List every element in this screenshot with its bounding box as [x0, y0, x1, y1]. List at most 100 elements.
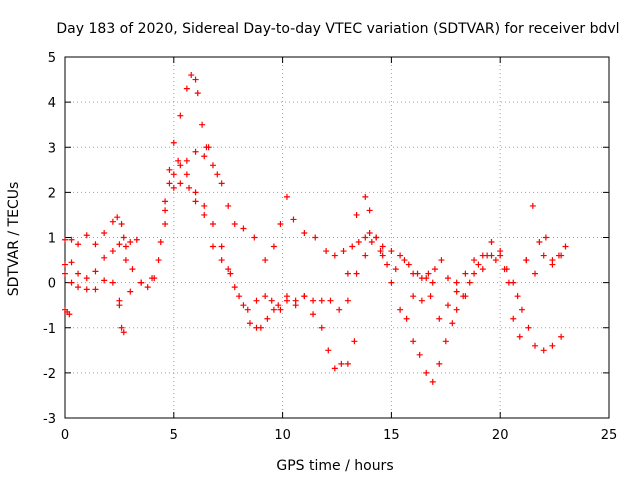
data-point: [186, 184, 193, 191]
data-point: [192, 189, 199, 196]
data-point: [532, 342, 539, 349]
y-tick-label: 4: [48, 96, 56, 111]
series-trace-D: [62, 270, 127, 336]
data-point: [366, 229, 373, 236]
x-tick-label: 10: [274, 428, 291, 443]
data-point: [453, 288, 460, 295]
data-point: [460, 293, 467, 300]
data-point: [344, 270, 351, 277]
data-point: [277, 220, 284, 227]
data-point: [109, 248, 116, 255]
data-point: [183, 85, 190, 92]
data-point: [75, 284, 82, 291]
data-point: [270, 243, 277, 250]
data-point: [336, 306, 343, 313]
data-point: [525, 324, 532, 331]
data-point: [92, 268, 99, 275]
data-point: [218, 180, 225, 187]
data-point: [475, 261, 482, 268]
data-point: [301, 229, 308, 236]
data-point: [540, 347, 547, 354]
data-point: [351, 338, 358, 345]
x-axis-label: GPS time / hours: [276, 458, 393, 474]
data-point: [384, 261, 391, 268]
data-point: [218, 257, 225, 264]
data-point: [114, 214, 121, 221]
series-trace-H: [344, 193, 565, 385]
data-point: [362, 234, 369, 241]
y-tick-label: 5: [48, 51, 56, 66]
data-point: [68, 279, 75, 286]
data-point: [166, 180, 173, 187]
data-point: [344, 297, 351, 304]
data-point: [101, 277, 108, 284]
data-point: [549, 342, 556, 349]
data-point: [562, 243, 569, 250]
data-point: [444, 302, 451, 309]
data-point: [92, 241, 99, 248]
data-point: [62, 236, 68, 243]
data-point: [240, 302, 247, 309]
data-point: [442, 338, 449, 345]
data-point: [133, 236, 140, 243]
data-point: [66, 311, 73, 318]
data-point: [436, 360, 443, 367]
data-point: [68, 259, 75, 266]
data-point: [471, 270, 478, 277]
data-point: [177, 180, 184, 187]
data-point: [532, 270, 539, 277]
series-trace-F: [162, 171, 358, 372]
data-point: [510, 279, 517, 286]
y-tick-label: -1: [43, 322, 56, 337]
data-point: [109, 218, 116, 225]
y-tick-label: 3: [48, 141, 56, 156]
data-point: [201, 202, 208, 209]
data-point: [510, 315, 517, 322]
data-point: [555, 252, 562, 259]
data-point: [262, 257, 269, 264]
data-point: [397, 252, 404, 259]
x-tick-label: 15: [383, 428, 400, 443]
data-point: [109, 279, 116, 286]
data-point: [155, 257, 162, 264]
data-point: [318, 297, 325, 304]
data-point: [438, 257, 445, 264]
data-point: [379, 252, 386, 259]
y-tick-label: 0: [48, 277, 56, 292]
data-point: [514, 293, 521, 300]
data-point: [192, 148, 199, 155]
data-point: [170, 171, 177, 178]
data-point: [444, 275, 451, 282]
data-point: [244, 306, 251, 313]
data-point: [392, 266, 399, 273]
y-axis-label: SDTVAR / TECUs: [6, 182, 22, 297]
data-point: [192, 198, 199, 205]
data-point: [449, 320, 456, 327]
data-point: [209, 162, 216, 169]
data-point: [292, 297, 299, 304]
data-point: [355, 239, 362, 246]
data-point: [558, 333, 565, 340]
data-point: [120, 329, 127, 336]
data-point: [177, 112, 184, 119]
data-point: [327, 297, 334, 304]
data-point: [277, 306, 284, 313]
data-point: [175, 157, 182, 164]
data-point: [492, 257, 499, 264]
data-point: [503, 266, 510, 273]
data-point: [436, 315, 443, 322]
data-point: [127, 288, 134, 295]
data-point: [162, 220, 169, 227]
data-point: [388, 248, 395, 255]
x-tick-label: 5: [170, 428, 178, 443]
data-point: [75, 270, 82, 277]
data-point: [188, 72, 195, 79]
data-point: [518, 306, 525, 313]
data-point: [144, 284, 151, 291]
chart-grid: [65, 57, 609, 418]
data-point: [338, 360, 345, 367]
data-point: [218, 243, 225, 250]
data-point: [283, 293, 290, 300]
data-point: [231, 220, 238, 227]
